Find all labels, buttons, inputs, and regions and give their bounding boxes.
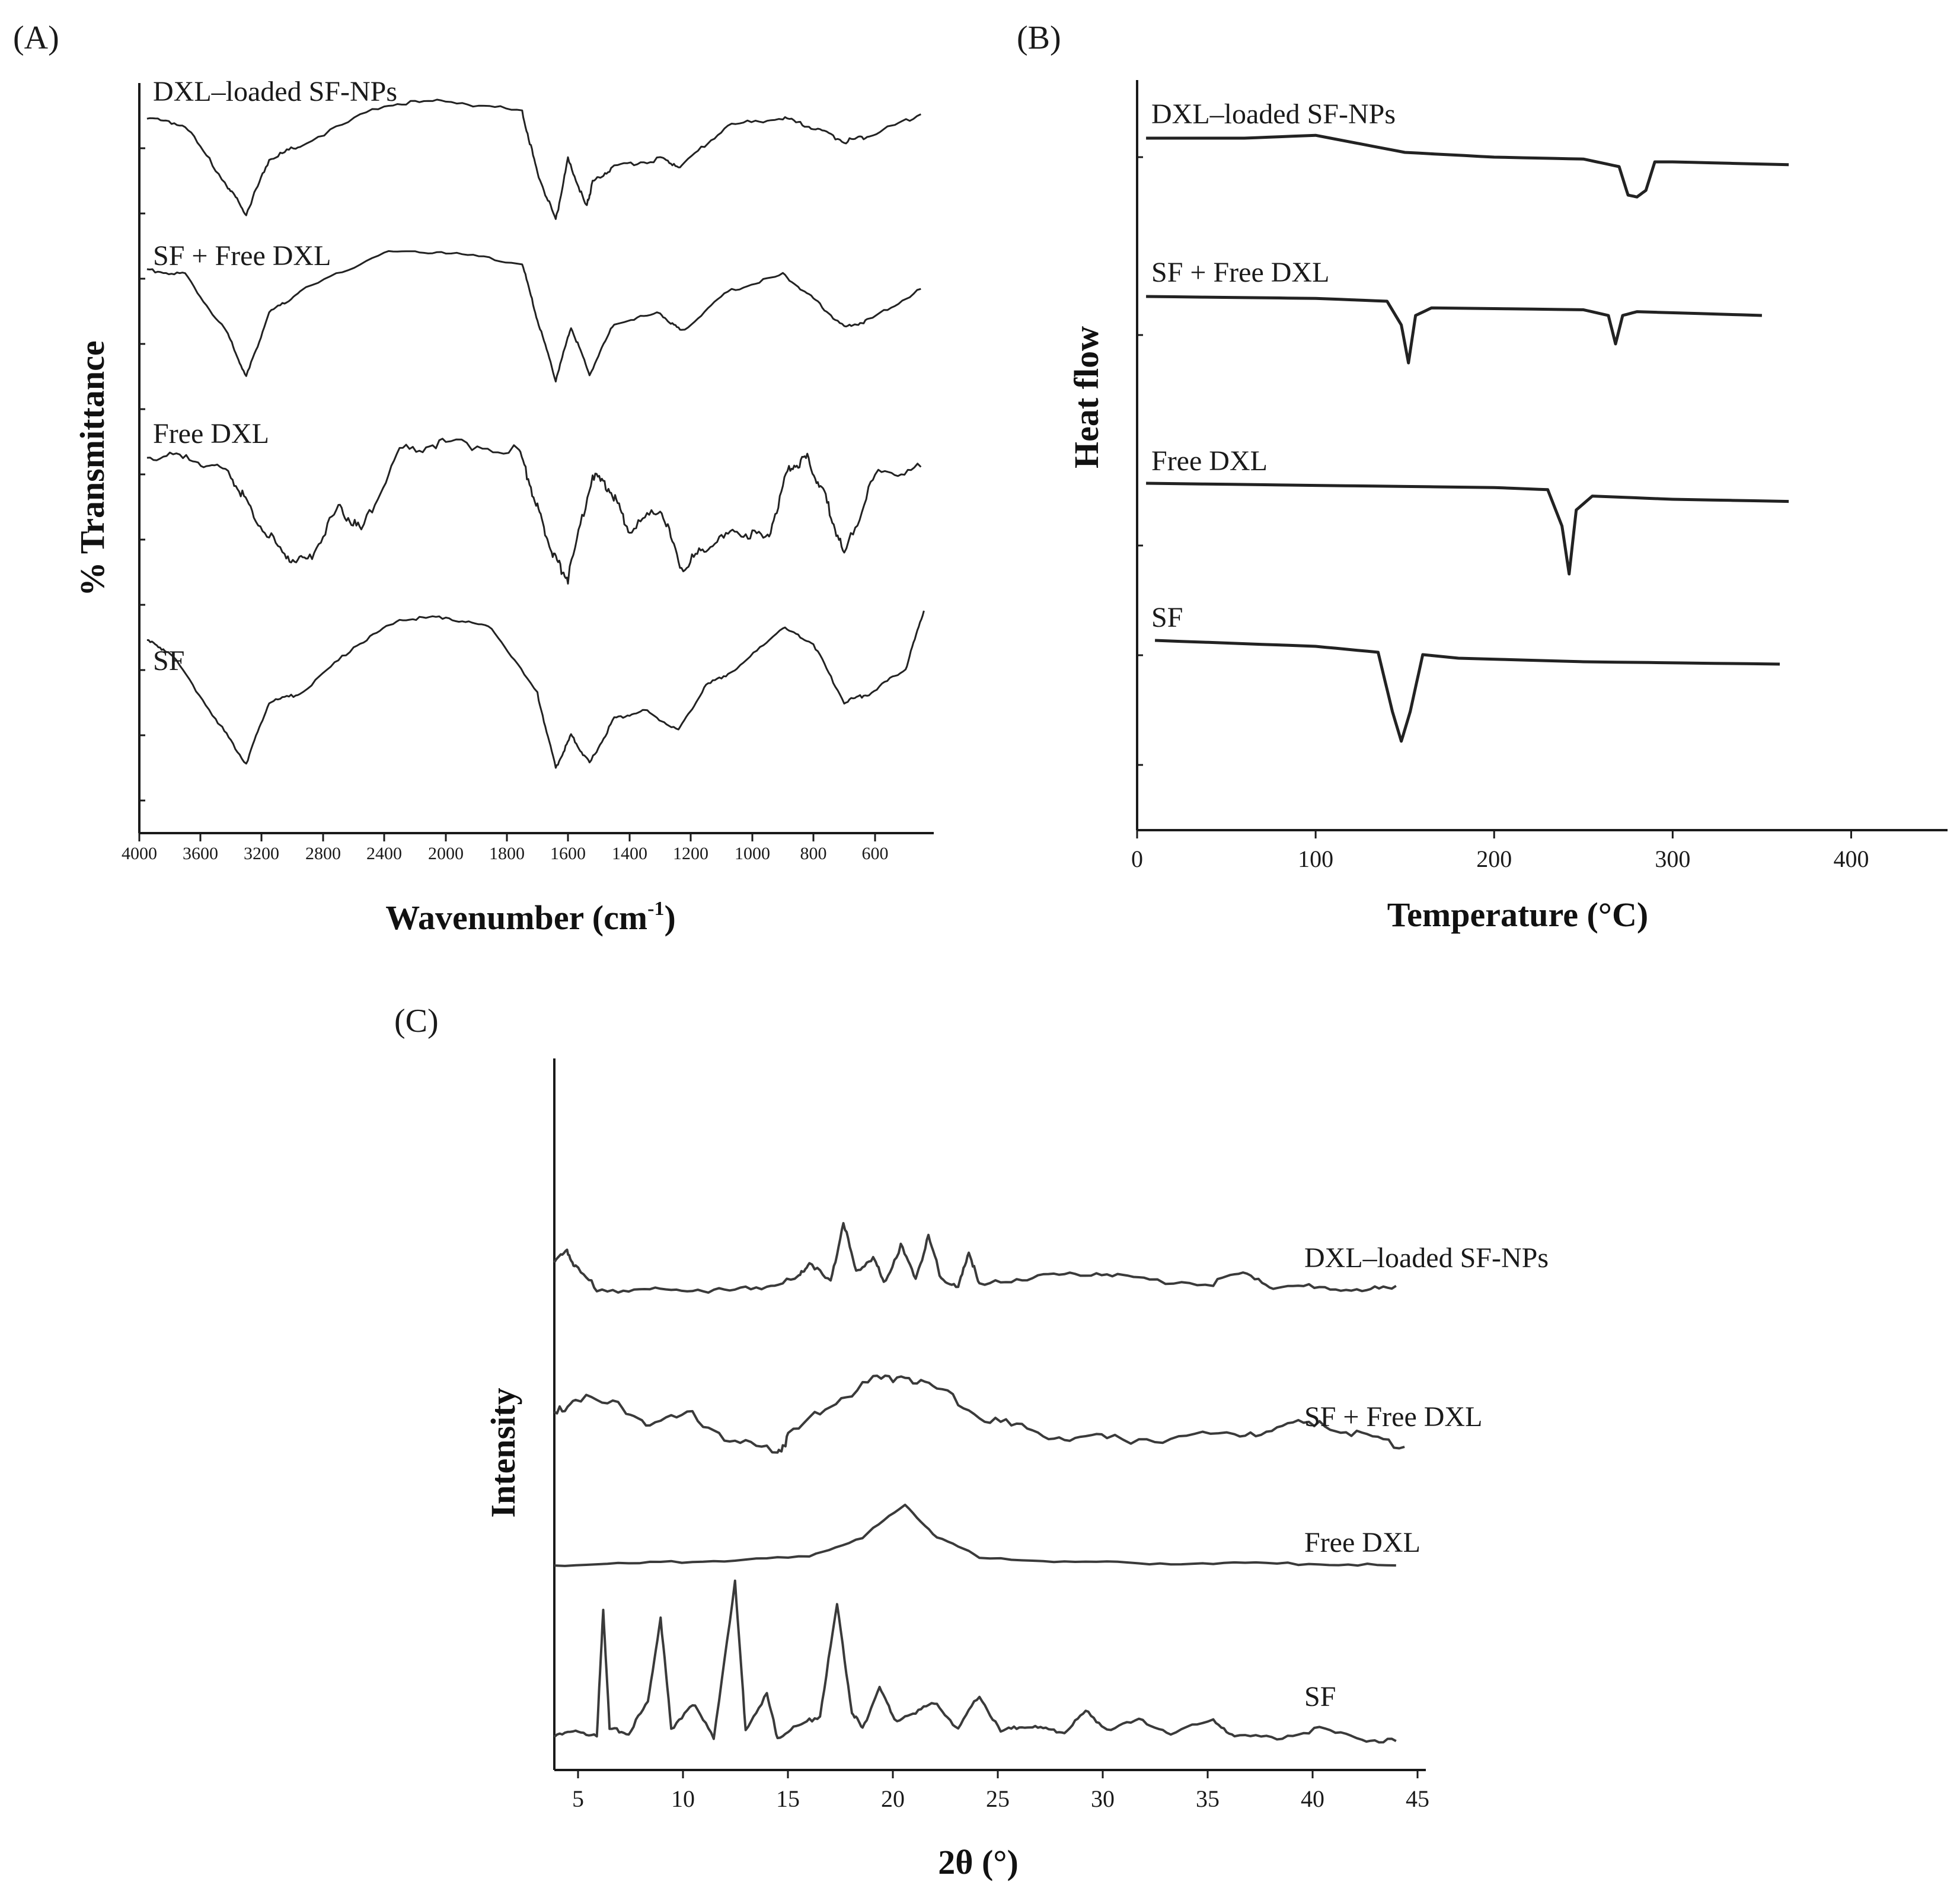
series-line-4 (553, 1579, 1397, 1744)
panel-a-ticks: 4000 3600 3200 2800 2400 2000 1800 1600 1400 1200… (122, 147, 889, 863)
panel-c-series-label-1: DXL–loaded SF-NPs (1304, 1242, 1549, 1274)
panel-a-series-label-2: SF + Free DXL (153, 240, 331, 272)
panel-a-x-title: Wavenumber (cm-1) (385, 898, 676, 937)
x-tick-label: 45 (1406, 1785, 1429, 1812)
panel-b: (B) 0 100 200 300 400 DXL–loaded SF-NPs SF +… (1017, 20, 1948, 934)
series-line-2 (1146, 295, 1762, 365)
panel-b-traces (1146, 133, 1789, 743)
x-tick-label: 1000 (735, 844, 770, 863)
series-line-1 (1146, 133, 1789, 199)
panel-c-label: (C) (394, 1003, 439, 1039)
x-tick-label: 1800 (489, 844, 525, 863)
x-tick-label: 35 (1196, 1785, 1220, 1812)
x-tick-label: 40 (1301, 1785, 1324, 1812)
x-tick-label: 2400 (366, 844, 402, 863)
panel-a: (A) 4000 3600 3200 2800 2400 2000 1800 1600 1400… (13, 20, 934, 937)
panel-c: (C) 5 10 15 20 25 30 35 40 45 DXL–loaded SF-NPs … (394, 1003, 1549, 1881)
x-tick-label: 10 (671, 1785, 695, 1812)
x-tick-label: 400 (1833, 846, 1869, 872)
x-tick-label: 1400 (612, 844, 647, 863)
series-line-3 (1146, 481, 1789, 576)
panel-a-series-label-1: DXL–loaded SF-NPs (153, 76, 397, 107)
panel-a-label: (A) (13, 20, 59, 56)
series-line-4 (146, 610, 925, 769)
series-line-1 (146, 98, 921, 220)
panel-b-series-label-1: DXL–loaded SF-NPs (1151, 98, 1396, 130)
series-line-3 (554, 1503, 1396, 1567)
x-tick-label: 600 (862, 844, 889, 863)
panel-c-x-title: 2θ (°) (938, 1843, 1019, 1881)
x-tick-label: 100 (1298, 846, 1333, 872)
panel-a-series-label-4: SF (153, 645, 184, 677)
x-tick-label: 3600 (183, 844, 218, 863)
x-tick-label: 15 (776, 1785, 800, 1812)
x-tick-label: 3200 (244, 844, 279, 863)
x-tick-label: 1200 (673, 844, 708, 863)
x-tick-label: 0 (1131, 846, 1143, 872)
series-line-3 (146, 438, 922, 585)
panel-b-y-title: Heat flow (1067, 326, 1106, 468)
x-tick-label: 20 (881, 1785, 905, 1812)
panel-c-y-title: Intensity (484, 1388, 522, 1517)
panel-b-series-label-4: SF (1151, 602, 1183, 633)
panel-c-series-label-2: SF + Free DXL (1304, 1401, 1482, 1433)
panel-b-label: (B) (1017, 20, 1061, 56)
series-line-4 (1155, 639, 1780, 743)
panel-b-x-title: Temperature (°C) (1387, 895, 1648, 934)
panel-a-series-label-3: Free DXL (153, 418, 269, 449)
x-tick-label: 4000 (122, 844, 157, 863)
panel-c-series-label-3: Free DXL (1304, 1527, 1420, 1558)
panel-c-ticks: 5 10 15 20 25 30 35 40 45 (572, 1770, 1429, 1812)
panel-b-series-label-3: Free DXL (1151, 445, 1268, 477)
x-tick-label: 1600 (550, 844, 586, 863)
x-tick-label: 800 (800, 844, 827, 863)
series-line-2 (553, 1374, 1405, 1454)
panel-a-traces (146, 98, 925, 769)
series-line-2 (146, 250, 921, 382)
series-line-1 (553, 1222, 1397, 1294)
panel-b-series-label-2: SF + Free DXL (1151, 257, 1329, 288)
x-tick-label: 2000 (428, 844, 464, 863)
x-tick-label: 2800 (305, 844, 341, 863)
panel-a-y-title: % Transmittance (73, 340, 111, 596)
x-tick-label: 30 (1091, 1785, 1115, 1812)
panel-b-ticks: 0 100 200 300 400 (1131, 156, 1869, 872)
x-tick-label: 25 (986, 1785, 1010, 1812)
panel-c-series-label-4: SF (1304, 1681, 1336, 1712)
x-tick-label: 300 (1655, 846, 1690, 872)
x-tick-label: 5 (572, 1785, 584, 1812)
x-tick-label: 200 (1476, 846, 1512, 872)
panel-c-traces (553, 1222, 1405, 1744)
